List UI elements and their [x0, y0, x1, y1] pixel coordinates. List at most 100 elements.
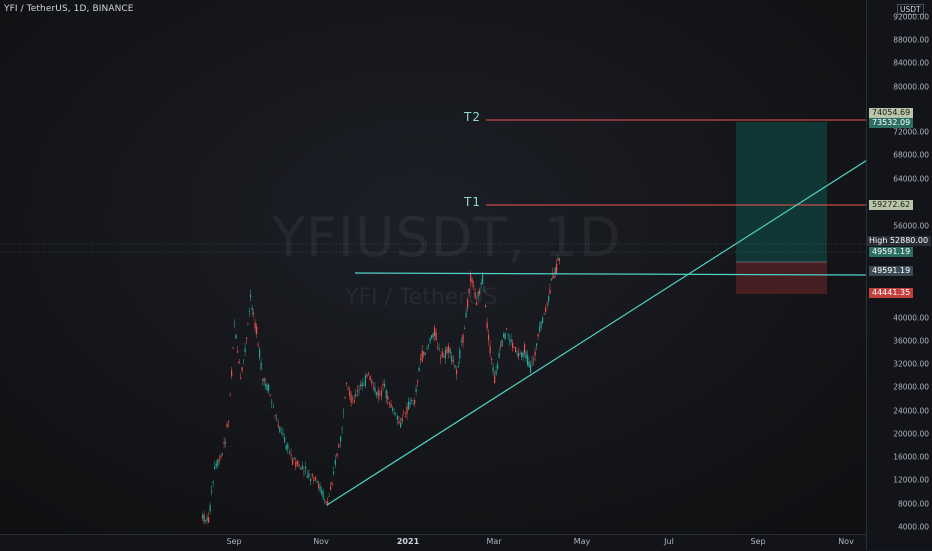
- candle-body: [507, 333, 509, 335]
- candle-body: [263, 378, 265, 382]
- symbol-title[interactable]: YFI / TetherUS, 1D, BINANCE: [4, 4, 134, 14]
- candle-body: [247, 323, 249, 325]
- candle-body: [347, 388, 349, 391]
- currency-unit-label[interactable]: USDT: [897, 4, 924, 15]
- price-tick: 56000.00: [893, 221, 929, 231]
- resistance-line[interactable]: [354, 272, 866, 276]
- ascending-trendline[interactable]: [326, 148, 866, 506]
- candle-body: [325, 501, 327, 503]
- candle-body: [243, 359, 245, 361]
- candle-body: [550, 279, 552, 281]
- candle-body: [218, 458, 220, 461]
- candle-body: [495, 370, 497, 375]
- candle-body: [349, 390, 351, 396]
- candle-body: [424, 352, 426, 355]
- candle-body: [404, 416, 406, 417]
- price-tick: 24000.00: [893, 406, 929, 416]
- candle-body: [234, 323, 236, 324]
- candle-body: [350, 394, 352, 403]
- t1-price-tag: 59272.62: [869, 200, 914, 210]
- candle-body: [515, 347, 517, 353]
- price-tick: 36000.00: [893, 336, 929, 346]
- candle-body: [492, 367, 494, 372]
- candle-body: [310, 478, 312, 482]
- candle-body: [557, 259, 559, 261]
- loss-zone[interactable]: [736, 262, 827, 294]
- candle-body: [284, 437, 286, 443]
- candle-body: [506, 328, 508, 330]
- time-label: Mar: [486, 537, 502, 546]
- watermark-description: YFI / TetherUS: [345, 285, 498, 310]
- candle-body: [380, 390, 382, 397]
- candle-body: [432, 333, 434, 337]
- axis-settings-icon[interactable]: [868, 536, 930, 548]
- candle-body: [253, 312, 255, 314]
- candle-body: [398, 421, 400, 424]
- current-price-value: 49591.19: [872, 247, 911, 256]
- candle-body: [400, 422, 402, 428]
- candle-body: [403, 412, 405, 414]
- candle-body: [521, 352, 523, 358]
- candle-body: [498, 352, 500, 358]
- candle-body: [554, 267, 556, 274]
- candle-body: [448, 345, 450, 353]
- candle-body: [488, 334, 490, 340]
- candle-body: [303, 470, 305, 472]
- candle-body: [452, 360, 454, 362]
- candle-body: [482, 274, 484, 284]
- candle-body: [208, 517, 210, 523]
- candle-body: [364, 375, 366, 387]
- candle-body: [476, 302, 478, 306]
- high-price-tag: High 52880.00: [866, 236, 932, 246]
- candle-body: [477, 291, 479, 298]
- candle-body: [512, 342, 514, 348]
- price-tick: 64000.00: [893, 174, 929, 184]
- time-label: Sep: [750, 537, 766, 546]
- candle-body: [266, 384, 268, 391]
- candle-body: [429, 338, 431, 342]
- candle-body: [497, 363, 499, 369]
- candle-body: [395, 413, 397, 415]
- candle-body: [379, 393, 381, 395]
- candle-body: [434, 327, 436, 336]
- candle-body: [536, 343, 538, 346]
- candle-body: [537, 334, 539, 337]
- candle-body: [501, 340, 503, 346]
- candle-body: [217, 459, 219, 466]
- candle-body: [274, 415, 276, 417]
- price-tick: 80000.00: [893, 82, 929, 92]
- candle-body: [324, 499, 326, 501]
- candle-body: [465, 312, 467, 318]
- candle-body: [306, 475, 308, 478]
- candle-body: [262, 378, 264, 381]
- candle-body: [295, 462, 297, 467]
- candle-body: [287, 444, 289, 449]
- price-chart[interactable]: [0, 0, 866, 534]
- candle-body: [518, 353, 520, 357]
- candle-body: [257, 344, 259, 346]
- candle-body: [314, 476, 316, 481]
- candle-body: [382, 384, 384, 386]
- price-axis[interactable]: USDT 92000.00 88000.00 84000.00 80000.00…: [866, 0, 932, 550]
- candle-body: [510, 339, 512, 343]
- candle-body: [319, 486, 321, 491]
- candle-body: [300, 467, 302, 470]
- candle-body: [509, 339, 511, 341]
- candle-body: [454, 365, 456, 368]
- candle-body: [467, 299, 469, 308]
- candle-body: [473, 285, 475, 286]
- profit-zone[interactable]: [736, 122, 827, 262]
- candle-body: [377, 390, 379, 398]
- candle-body: [238, 361, 240, 364]
- candle-body: [225, 442, 227, 444]
- candle-body: [519, 353, 521, 355]
- candle-body: [206, 517, 208, 521]
- candle-body: [539, 326, 541, 332]
- candle-body: [343, 412, 345, 414]
- time-axis[interactable]: Sep Nov 2021 Mar May Jul Sep Nov: [0, 534, 866, 551]
- candle-body: [437, 347, 439, 349]
- candle-body: [235, 334, 237, 339]
- candle-body: [513, 347, 515, 349]
- candle-body: [222, 454, 224, 456]
- candle-body: [443, 355, 445, 357]
